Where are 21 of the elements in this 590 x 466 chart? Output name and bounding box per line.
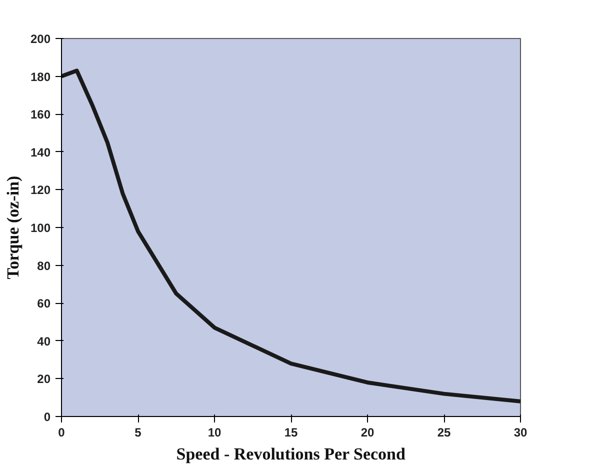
y-tick-label: 200 <box>30 32 51 46</box>
y-tick-label: 40 <box>37 334 51 348</box>
y-tick-label: 180 <box>30 70 51 84</box>
y-tick-label: 140 <box>30 145 51 160</box>
y-tick-label: 80 <box>37 258 51 273</box>
line-series <box>62 68 520 404</box>
x-axis-title: Speed - Revolutions Per Second <box>176 444 406 464</box>
x-tick-label: 25 <box>437 426 451 440</box>
x-tick-label: 0 <box>58 426 66 440</box>
x-tick-label: 20 <box>360 426 374 440</box>
x-tick-label: 15 <box>284 426 298 440</box>
y-tick-label: 160 <box>30 108 51 122</box>
y-axis-title: Torque (oz-in) <box>3 176 22 280</box>
x-tick-label: 10 <box>208 426 222 440</box>
x-tick-label: 5 <box>134 426 142 440</box>
x-tick-label: 30 <box>514 426 528 440</box>
y-tick-label: 60 <box>37 296 51 311</box>
y-tick-label: 0 <box>44 410 51 424</box>
y-tick-label: 20 <box>37 372 51 386</box>
y-tick-label: 100 <box>30 221 51 235</box>
y-tick-label: 120 <box>30 183 51 198</box>
